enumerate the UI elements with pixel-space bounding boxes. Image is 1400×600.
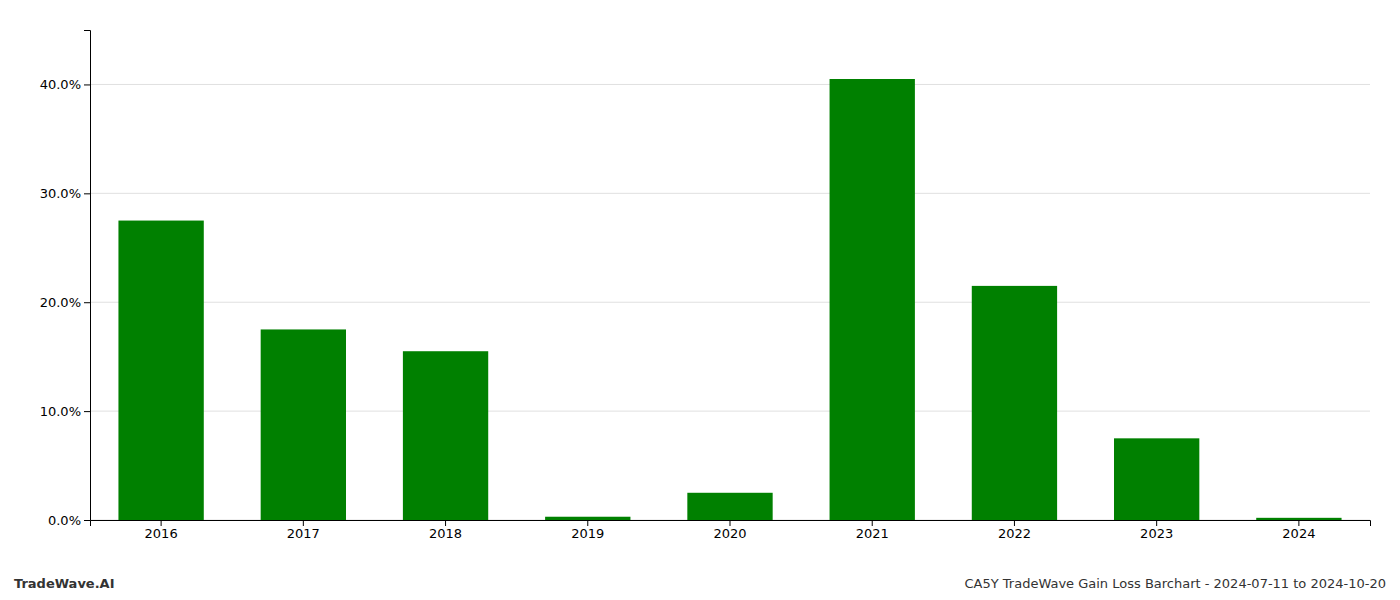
x-tick: 2024	[1282, 520, 1315, 541]
x-tick-mark	[730, 520, 731, 526]
y-tick-label: 20.0%	[40, 295, 81, 310]
plot-area: 2016 2017 2018 2019 2020 2021 2022 2023 2024 0.0%…	[40, 31, 1371, 542]
footer: TradeWave.AI CA5Y TradeWave Gain Loss Bar…	[14, 576, 1386, 591]
x-tick-mark	[303, 520, 304, 526]
grid-line	[90, 84, 1370, 85]
y-tick: 20.0%	[40, 295, 90, 310]
bar	[118, 221, 203, 520]
y-tick-label: 0.0%	[48, 513, 81, 528]
footer-right: CA5Y TradeWave Gain Loss Barchart - 2024…	[965, 576, 1387, 591]
chart-container: 2016 2017 2018 2019 2020 2021 2022 2023 2024 0.0%…	[0, 0, 1400, 600]
x-tick-label: 2020	[713, 526, 746, 541]
x-tick-label: 2024	[1282, 526, 1315, 541]
x-tick-label: 2016	[145, 526, 178, 541]
x-tick-label: 2022	[998, 526, 1031, 541]
x-tick-mark	[161, 520, 162, 526]
y-axis: 0.0% 10.0% 20.0% 30.0% 40.0%	[40, 31, 91, 528]
y-tick-mark	[84, 302, 90, 303]
footer-left: TradeWave.AI	[14, 576, 115, 591]
x-tick-mark	[872, 520, 873, 526]
bar	[972, 286, 1057, 520]
y-tick-mark	[84, 84, 90, 85]
y-axis-line	[84, 31, 91, 521]
x-tick-label: 2019	[571, 526, 604, 541]
x-tick: 2018	[429, 520, 462, 541]
y-tick-mark	[84, 193, 90, 194]
x-tick-label: 2023	[1140, 526, 1173, 541]
y-tick: 40.0%	[40, 77, 90, 92]
x-tick-label: 2021	[856, 526, 889, 541]
y-tick-label: 30.0%	[40, 186, 81, 201]
x-tick: 2017	[287, 520, 320, 541]
x-axis-line	[91, 521, 1371, 527]
grid	[90, 84, 1370, 520]
bar	[1114, 438, 1199, 520]
x-tick: 2020	[713, 520, 746, 541]
grid-line	[90, 302, 1370, 303]
bar	[261, 329, 346, 520]
x-tick-mark	[1298, 520, 1299, 526]
x-axis: 2016 2017 2018 2019 2020 2021 2022 2023 2024	[91, 520, 1371, 541]
x-tick: 2021	[856, 520, 889, 541]
bar	[687, 493, 772, 520]
x-tick-mark	[445, 520, 446, 526]
y-tick-mark	[84, 411, 90, 412]
bar	[545, 517, 630, 520]
bar	[403, 351, 488, 520]
y-tick: 10.0%	[40, 404, 90, 419]
chart-svg: 2016 2017 2018 2019 2020 2021 2022 2023 2024 0.0%…	[0, 0, 1400, 600]
y-tick-label: 40.0%	[40, 77, 81, 92]
x-tick-label: 2017	[287, 526, 320, 541]
x-tick: 2019	[571, 520, 604, 541]
bars	[118, 79, 1341, 520]
y-tick: 0.0%	[48, 513, 90, 528]
x-tick-mark	[1014, 520, 1015, 526]
x-tick: 2016	[145, 520, 178, 541]
y-tick-mark	[84, 520, 90, 521]
x-tick-mark	[587, 520, 588, 526]
y-tick-label: 10.0%	[40, 404, 81, 419]
x-tick: 2023	[1140, 520, 1173, 541]
bar	[1256, 518, 1341, 520]
x-tick: 2022	[998, 520, 1031, 541]
grid-line	[90, 193, 1370, 194]
bar	[830, 79, 915, 520]
x-tick-mark	[1156, 520, 1157, 526]
x-tick-label: 2018	[429, 526, 462, 541]
y-tick: 30.0%	[40, 186, 90, 201]
